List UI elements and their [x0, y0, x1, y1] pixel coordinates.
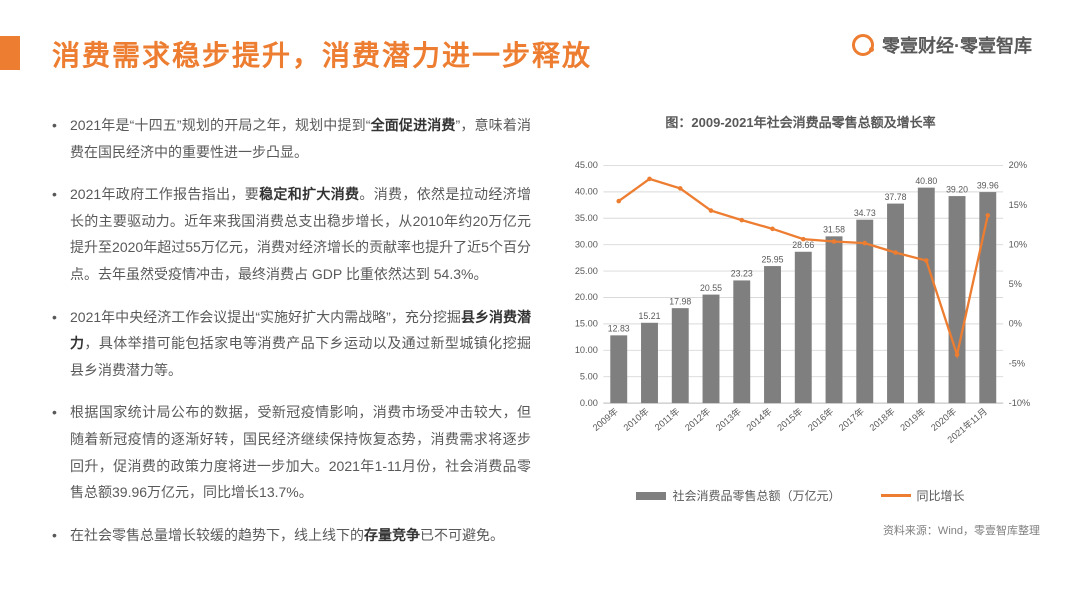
legend-item-line: 同比增长: [881, 487, 965, 504]
svg-text:20.55: 20.55: [700, 283, 722, 293]
svg-text:15.21: 15.21: [639, 311, 661, 321]
brand-text: 零壹财经·零壹智库: [882, 32, 1032, 58]
svg-text:20%: 20%: [1009, 160, 1027, 170]
svg-text:5%: 5%: [1009, 279, 1022, 289]
svg-text:5.00: 5.00: [580, 371, 598, 381]
svg-text:2012年: 2012年: [682, 405, 712, 433]
svg-text:2018年: 2018年: [867, 405, 897, 433]
slide: 消费需求稳步提升，消费潜力进一步释放 零壹财经·零壹智库 2021年是“十四五”…: [0, 0, 1080, 608]
svg-text:34.73: 34.73: [854, 208, 876, 218]
content-columns: 2021年是“十四五”规划的开局之年，规划中提到“全面促进消费”，意味着消费在国…: [52, 112, 1040, 578]
legend-label-line: 同比增长: [917, 487, 965, 504]
list-item: 2021年政府工作报告指出，要稳定和扩大消费。消费，依然是拉动经济增长的主要驱动…: [52, 181, 531, 287]
combo-chart: 0.00 5.00 10.00 15.00 20.00 25.00 30.00 35.00 40…: [561, 141, 1040, 481]
list-item: 根据国家统计局公布的数据，受新冠疫情影响，消费市场受冲击较大，但随着新冠疫情的逐…: [52, 399, 531, 505]
svg-text:2009年: 2009年: [590, 405, 620, 433]
svg-text:-5%: -5%: [1009, 358, 1025, 368]
svg-text:35.00: 35.00: [575, 213, 598, 223]
svg-text:17.98: 17.98: [669, 296, 691, 306]
title-accent-bar: [0, 36, 20, 70]
chart-source: 资料来源：Wind，零壹智库整理: [561, 522, 1040, 538]
svg-text:0.00: 0.00: [580, 398, 598, 408]
svg-text:31.58: 31.58: [823, 225, 845, 235]
legend-item-bar: 社会消费品零售总额（万亿元）: [636, 487, 840, 504]
svg-text:10.00: 10.00: [575, 345, 598, 355]
svg-text:2020年: 2020年: [928, 405, 958, 433]
chart-svg: 0.00 5.00 10.00 15.00 20.00 25.00 30.00 35.00 40…: [561, 141, 1040, 481]
svg-text:40.80: 40.80: [915, 176, 937, 186]
list-item: 2021年是“十四五”规划的开局之年，规划中提到“全面促进消费”，意味着消费在国…: [52, 112, 531, 165]
bullet-list-region: 2021年是“十四五”规划的开局之年，规划中提到“全面促进消费”，意味着消费在国…: [52, 112, 531, 578]
svg-text:45.00: 45.00: [575, 160, 598, 170]
svg-text:39.96: 39.96: [977, 180, 999, 190]
svg-text:15%: 15%: [1009, 200, 1027, 210]
chart-region: 图：2009-2021年社会消费品零售总额及增长率 0.00 5.00 10.00 1…: [561, 112, 1040, 578]
chart-legend: 社会消费品零售总额（万亿元） 同比增长: [561, 487, 1040, 504]
list-item: 2021年中央经济工作会议提出“实施好扩大内需战略”，充分挖掘县乡消费潜力，具体…: [52, 304, 531, 384]
svg-text:2013年: 2013年: [713, 405, 743, 433]
svg-text:2017年: 2017年: [836, 405, 866, 433]
svg-text:-10%: -10%: [1009, 398, 1031, 408]
legend-swatch-line: [881, 494, 911, 497]
list-item: 在社会零售总量增长较缓的趋势下，线上线下的存量竞争已不可避免。: [52, 522, 531, 549]
svg-text:2015年: 2015年: [775, 405, 805, 433]
svg-text:12.83: 12.83: [608, 324, 630, 334]
svg-text:10%: 10%: [1009, 239, 1027, 249]
bullet-list: 2021年是“十四五”规划的开局之年，规划中提到“全面促进消费”，意味着消费在国…: [52, 112, 531, 548]
svg-text:2019年: 2019年: [898, 405, 928, 433]
svg-text:2016年: 2016年: [805, 405, 835, 433]
svg-text:2010年: 2010年: [621, 405, 651, 433]
svg-text:0%: 0%: [1009, 319, 1022, 329]
svg-text:20.00: 20.00: [575, 292, 598, 302]
svg-text:23.23: 23.23: [731, 269, 753, 279]
legend-swatch-bar: [636, 492, 666, 500]
svg-text:40.00: 40.00: [575, 187, 598, 197]
legend-label-bar: 社会消费品零售总额（万亿元）: [672, 487, 840, 504]
svg-text:30.00: 30.00: [575, 239, 598, 249]
svg-text:2011年: 2011年: [652, 405, 681, 432]
chart-title: 图：2009-2021年社会消费品零售总额及增长率: [561, 112, 1040, 131]
page-title: 消费需求稳步提升，消费潜力进一步释放: [52, 34, 592, 74]
svg-text:25.00: 25.00: [575, 266, 598, 276]
svg-text:2014年: 2014年: [744, 405, 774, 433]
svg-text:28.66: 28.66: [792, 240, 814, 250]
brand-icon: [852, 34, 874, 56]
svg-text:37.78: 37.78: [885, 192, 907, 202]
svg-text:39.20: 39.20: [946, 184, 968, 194]
svg-text:25.95: 25.95: [762, 254, 784, 264]
svg-text:15.00: 15.00: [575, 319, 598, 329]
brand-logo: 零壹财经·零壹智库: [852, 32, 1032, 58]
